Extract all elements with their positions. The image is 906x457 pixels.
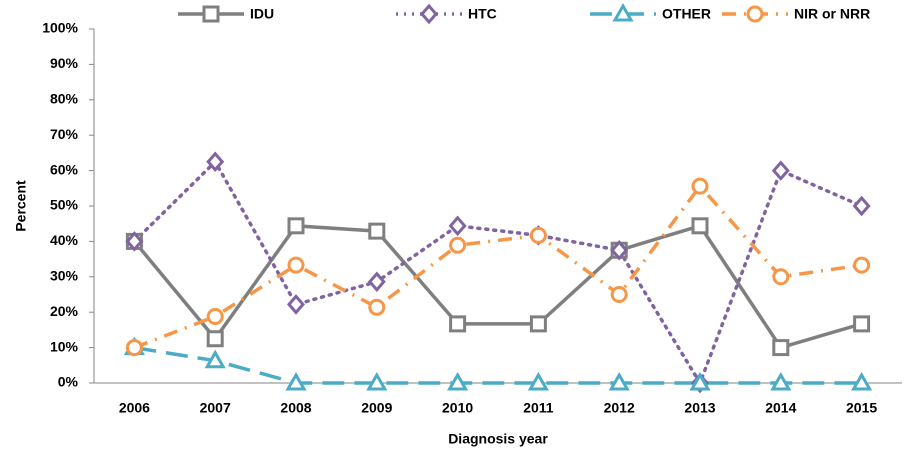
series-line xyxy=(133,223,863,350)
legend-label: HTC xyxy=(468,6,497,22)
legend-marker xyxy=(612,2,634,22)
data-point xyxy=(610,286,628,303)
data-point xyxy=(366,371,388,391)
y-tick-label: 10% xyxy=(50,338,79,354)
legend-label: OTHER xyxy=(662,6,711,22)
data-point xyxy=(206,307,224,325)
data-point xyxy=(449,315,467,333)
data-point xyxy=(772,339,790,357)
y-tick-label: 80% xyxy=(50,91,79,107)
y-tick-label: 100% xyxy=(42,20,78,36)
data-point xyxy=(771,160,790,181)
x-tick-label: 2014 xyxy=(765,400,796,416)
legend-marker xyxy=(420,3,438,25)
data-point xyxy=(368,222,386,240)
legend-label: NIR or NRR xyxy=(794,6,870,22)
data-point xyxy=(689,371,711,391)
data-point xyxy=(368,298,386,316)
x-tick-label: 2012 xyxy=(604,400,635,416)
data-point xyxy=(691,177,709,195)
x-tick-label: 2013 xyxy=(684,400,715,416)
data-point xyxy=(772,268,790,286)
data-point xyxy=(285,371,307,391)
y-tick-label: 30% xyxy=(50,268,79,284)
data-point xyxy=(206,330,224,348)
data-point xyxy=(610,239,629,261)
data-point xyxy=(449,236,467,254)
y-tick-label: 50% xyxy=(50,197,79,213)
x-tick-label: 2007 xyxy=(200,400,231,416)
data-point xyxy=(287,294,305,315)
y-tick-label: 90% xyxy=(50,55,79,71)
data-point xyxy=(770,371,792,391)
data-point xyxy=(851,371,873,391)
data-point xyxy=(853,315,871,333)
y-tick-label: 20% xyxy=(50,303,79,319)
legend-marker xyxy=(202,5,220,23)
legend-label: IDU xyxy=(250,6,274,22)
data-point xyxy=(125,231,144,252)
data-point xyxy=(367,271,386,293)
data-point xyxy=(527,371,549,391)
legend-marker xyxy=(746,5,764,23)
data-point xyxy=(447,371,469,391)
series-line xyxy=(132,158,864,387)
data-point xyxy=(125,339,143,357)
y-tick-label: 60% xyxy=(50,161,79,177)
x-tick-label: 2006 xyxy=(119,400,150,416)
data-point xyxy=(853,256,871,274)
x-tick-label: 2008 xyxy=(280,400,311,416)
y-axis-title: Percent xyxy=(13,180,29,232)
data-point xyxy=(852,195,871,217)
data-point xyxy=(287,256,305,274)
data-point xyxy=(204,349,226,369)
data-point xyxy=(529,315,547,333)
data-point xyxy=(691,217,709,235)
y-tick-label: 40% xyxy=(50,232,79,248)
data-point xyxy=(529,226,547,244)
x-tick-label: 2010 xyxy=(442,400,473,416)
data-point xyxy=(206,151,225,173)
series-line xyxy=(133,183,862,350)
data-point xyxy=(608,371,630,391)
series-line xyxy=(134,345,862,385)
data-point xyxy=(287,217,305,235)
x-tick-label: 2015 xyxy=(846,400,877,416)
y-tick-label: 0% xyxy=(58,374,79,390)
x-tick-label: 2009 xyxy=(361,400,392,416)
data-point xyxy=(448,215,467,237)
y-tick-label: 70% xyxy=(50,126,79,142)
x-tick-label: 2011 xyxy=(523,400,554,416)
x-axis-title: Diagnosis year xyxy=(448,431,548,447)
